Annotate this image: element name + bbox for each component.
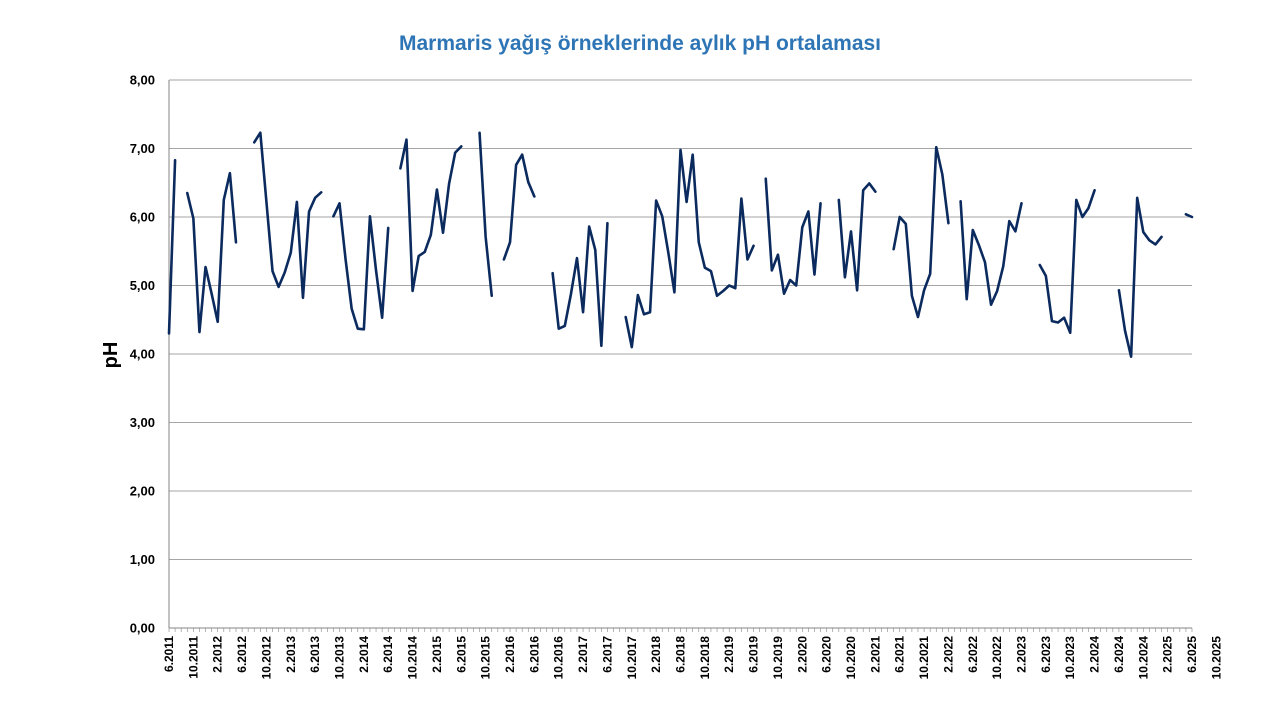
series-line-segment: [399, 138, 463, 293]
x-tick-label: 6.2013: [308, 636, 322, 673]
series-line-segment: [252, 131, 323, 300]
series-ph: [167, 131, 1194, 359]
x-tick-label: 10.2013: [333, 636, 347, 680]
x-tick-label: 10.2012: [259, 636, 273, 680]
x-tick-label: 6.2021: [893, 636, 907, 673]
x-tick-label: 10.2017: [625, 636, 639, 680]
x-tick-label: 10.2020: [844, 636, 858, 680]
y-tick-label: 6,00: [130, 210, 155, 225]
x-tick-label: 2.2021: [868, 636, 882, 673]
series-line-segment: [959, 199, 1023, 306]
series-line-segment: [185, 171, 238, 334]
x-tick-label: 10.2021: [917, 636, 931, 680]
x-tick-label: 2.2018: [649, 636, 663, 673]
x-tick-label: 10.2024: [1136, 636, 1150, 680]
x-tick-label: 10.2011: [186, 636, 200, 679]
x-tick-label: 6.2015: [454, 636, 468, 673]
x-tick-label: 2.2020: [795, 636, 809, 673]
x-tick-label: 6.2024: [1112, 636, 1126, 673]
series-line-segment: [332, 202, 390, 331]
x-tick-label: 6.2025: [1185, 636, 1199, 673]
x-tick-label: 6.2020: [820, 636, 834, 673]
series-line-segment: [551, 221, 609, 348]
x-tick-label: 6.2016: [527, 636, 541, 673]
x-tick-label: 6.2014: [381, 636, 395, 673]
x-tick-label: 10.2015: [479, 636, 493, 680]
y-tick-label: 7,00: [130, 141, 155, 156]
x-tick-label: 10.2018: [698, 636, 712, 680]
x-tick-label: 2.2015: [430, 636, 444, 673]
x-tick-label: 10.2014: [406, 636, 420, 680]
x-tick-label: 10.2025: [1209, 636, 1223, 680]
y-tick-label: 1,00: [130, 552, 155, 567]
y-tick-label: 4,00: [130, 347, 155, 362]
x-tick-label: 6.2022: [966, 636, 980, 673]
x-tick-label: 6.2023: [1039, 636, 1053, 673]
x-tick-label: 2.2013: [284, 636, 298, 673]
x-tick-label: 2.2017: [576, 636, 590, 673]
x-tick-label: 10.2019: [771, 636, 785, 680]
x-tick-label: 2.2023: [1015, 636, 1029, 673]
x-tick-label: 6.2018: [674, 636, 688, 673]
series-line-segment: [167, 158, 177, 335]
x-tick-label: 2.2024: [1088, 636, 1102, 673]
series-line-segment: [1117, 196, 1163, 359]
x-tick-label: 2.2022: [941, 636, 955, 673]
x-tick-label: 6.2012: [235, 636, 249, 673]
series-line-segment: [478, 131, 494, 298]
x-tick-label: 10.2023: [1063, 636, 1077, 680]
axes: [168, 80, 1193, 632]
x-tick-label: 2.2014: [357, 636, 371, 673]
series-line-segment: [1184, 212, 1194, 219]
x-tick-labels: 6.2011 10.2011 2.2012 6.2012 10.2012 2.2013 6.…: [162, 636, 1223, 680]
x-tick-label: 10.2016: [552, 636, 566, 680]
x-tick-label: 2.2019: [722, 636, 736, 673]
y-tick-label: 8,00: [130, 73, 155, 88]
chart-title: Marmaris yağış örneklerinde aylık pH ort…: [398, 32, 882, 55]
x-tick-label: 2.2012: [211, 636, 225, 673]
series-line-segment: [624, 148, 755, 349]
y-tick-label: 5,00: [130, 278, 155, 293]
series-line-segment: [764, 177, 822, 296]
series-line-segment: [502, 153, 536, 261]
series-line-segment: [837, 182, 877, 292]
y-tick-label: 0,00: [130, 621, 155, 636]
x-tick-label: 6.2011: [162, 636, 176, 672]
x-tick-label: 10.2022: [990, 636, 1004, 680]
x-tick-label: 2.2025: [1161, 636, 1175, 673]
y-tick-label: 3,00: [130, 415, 155, 430]
x-tick-label: 6.2019: [747, 636, 761, 673]
y-tick-label: 2,00: [130, 484, 155, 499]
y-axis-label: pH: [100, 342, 122, 369]
gridlines: [169, 79, 1192, 560]
x-tick-label: 6.2017: [600, 636, 614, 673]
y-tick-labels: 0,00 1,00 2,00 3,00 4,00 5,00 6,00 7,00 8,00: [130, 73, 155, 636]
series-line-segment: [892, 145, 950, 319]
x-tick-label: 2.2016: [503, 636, 517, 673]
series-line-segment: [1038, 188, 1096, 335]
